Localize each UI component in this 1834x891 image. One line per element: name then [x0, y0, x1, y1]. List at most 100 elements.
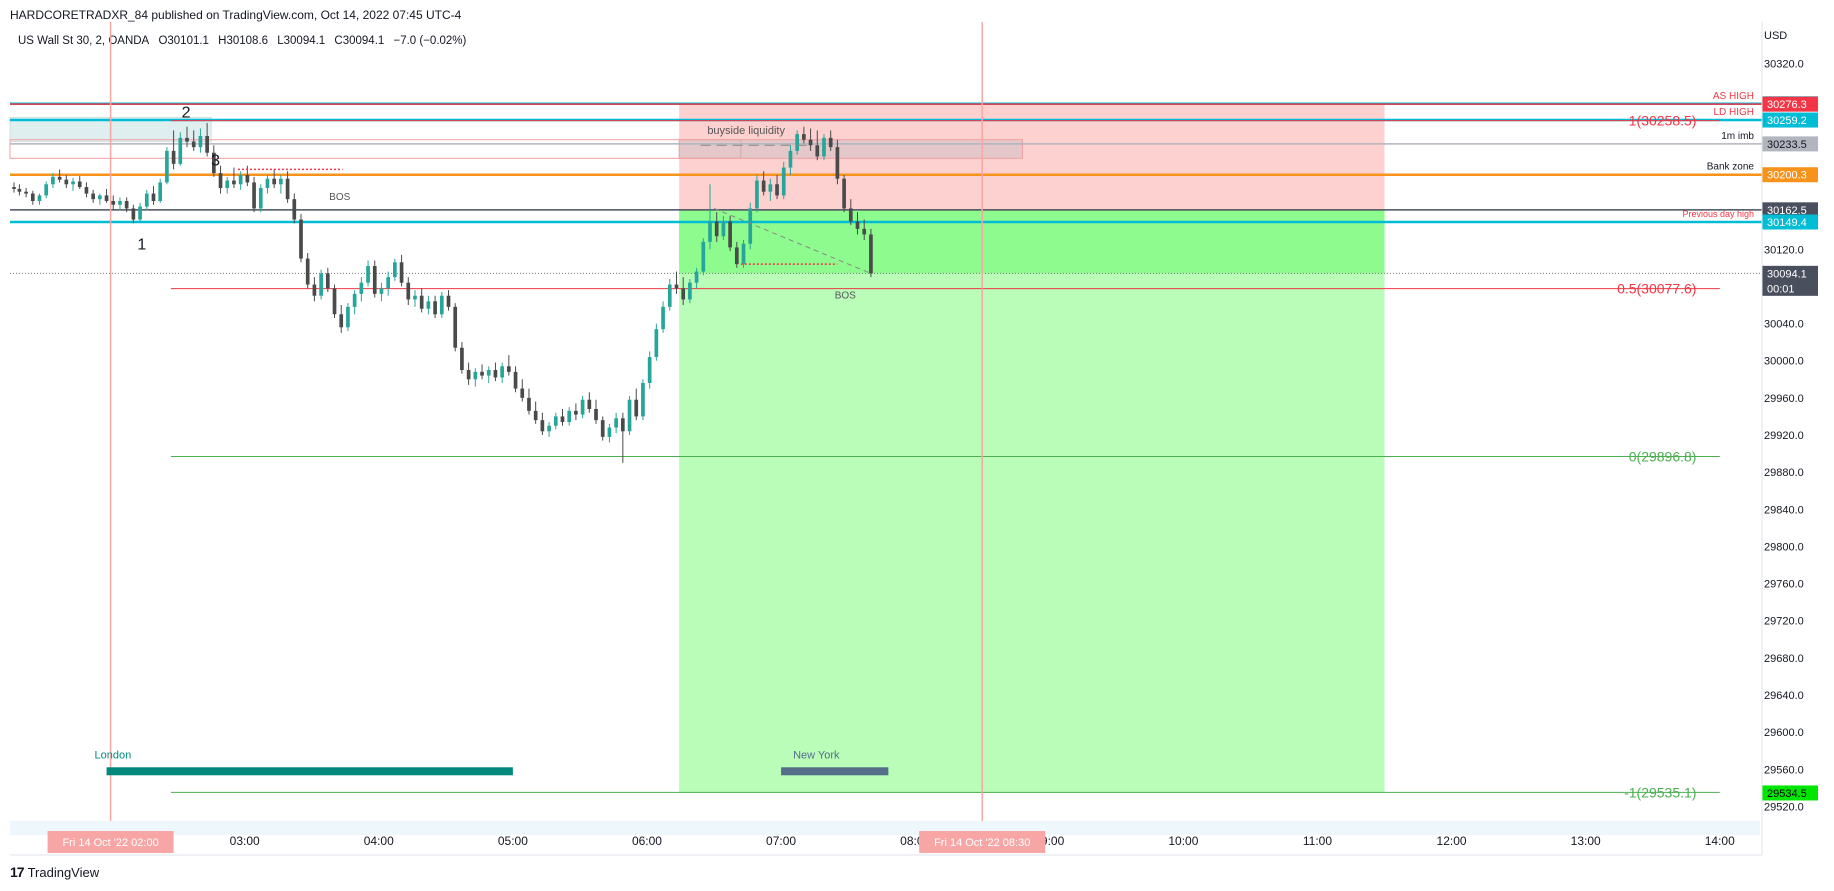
candle-body	[138, 206, 142, 220]
candle-body	[748, 208, 753, 244]
candle-body	[540, 420, 545, 432]
candle-body	[734, 247, 739, 265]
candle-body	[688, 282, 692, 300]
candle-body	[567, 410, 572, 422]
candle-body	[647, 357, 652, 383]
target-zone	[679, 209, 1385, 793]
candle-body	[218, 173, 223, 188]
candle-body	[232, 180, 236, 185]
candle-body	[614, 418, 618, 428]
tradingview-logo-icon: 17	[10, 864, 25, 880]
x-tick-label: 13:00	[1571, 834, 1601, 848]
x-tick-label: 12:00	[1437, 834, 1467, 848]
candle-body	[822, 137, 826, 157]
y-tick-label: 29920.0	[1764, 430, 1804, 442]
y-tick-label: 29720.0	[1764, 616, 1804, 628]
candle-body	[17, 188, 22, 192]
candle-body	[51, 176, 55, 185]
candle-body	[453, 306, 458, 348]
x-tick-label: 05:00	[498, 834, 528, 848]
candle-body	[12, 187, 16, 189]
candle-body	[486, 370, 491, 376]
level-label: LD HIGH	[1713, 107, 1754, 118]
candle-body	[205, 136, 209, 153]
candle-body	[460, 347, 464, 370]
publisher-header: HARDCORETRADXR_84 published on TradingVi…	[10, 8, 462, 22]
candle-body	[513, 371, 518, 389]
y-axis-unit: USD	[1764, 30, 1787, 42]
y-tick-label: 29560.0	[1764, 764, 1804, 776]
candle-body	[57, 176, 62, 180]
candle-body	[728, 221, 732, 248]
session-label: New York	[793, 749, 840, 761]
price-tag-label: 30259.2	[1767, 115, 1807, 127]
y-tick-label: 29600.0	[1764, 727, 1804, 739]
candle-body	[862, 228, 867, 235]
stop-zone	[679, 103, 1385, 210]
candle-body	[667, 284, 672, 307]
candle-body	[574, 410, 578, 415]
candle-body	[245, 175, 250, 183]
fib-label: 1(30258.5)	[1629, 113, 1697, 129]
candle-body	[198, 136, 203, 148]
candle-body	[842, 178, 846, 209]
candle-body	[500, 366, 504, 378]
bos-label: BOS	[835, 290, 856, 301]
candle-body	[305, 258, 310, 285]
candle-body	[393, 262, 397, 278]
y-tick-label: 30320.0	[1764, 59, 1804, 71]
candle-body	[84, 187, 89, 194]
level-label: Bank zone	[1707, 162, 1755, 173]
candle-body	[694, 271, 699, 283]
y-tick-label: 29840.0	[1764, 504, 1804, 516]
ohlc-low: L30094.1	[277, 35, 326, 47]
candle-body	[44, 184, 49, 196]
candle-body	[533, 410, 538, 421]
candle-body	[319, 273, 323, 296]
level-label: AS HIGH	[1713, 91, 1754, 102]
candle-body	[312, 284, 317, 296]
tradingview-brand[interactable]: TradingView	[27, 864, 100, 880]
candle-body	[802, 134, 806, 140]
candle-body	[399, 262, 404, 283]
y-tick-label: 29680.0	[1764, 653, 1804, 665]
candle-body	[111, 201, 116, 205]
level-label: Previous day high	[1682, 209, 1754, 219]
candle-body	[185, 137, 189, 142]
candle-body	[171, 150, 176, 164]
y-tick-label: 30040.0	[1764, 319, 1804, 331]
y-tick-label: 29520.0	[1764, 801, 1804, 813]
x-tick-label: 10:00	[1168, 834, 1198, 848]
candle-body	[352, 293, 357, 307]
symbol-name[interactable]: US Wall St 30, 2, OANDA	[18, 35, 150, 47]
candle-body	[835, 147, 840, 179]
candle-body	[426, 301, 431, 309]
candle-body	[828, 137, 833, 148]
candle-body	[118, 201, 122, 205]
level-label: 1m imb	[1721, 131, 1754, 142]
x-tick-label: 06:00	[632, 834, 662, 848]
candle-body	[775, 184, 779, 196]
candle-body	[292, 199, 297, 220]
candle-body	[446, 295, 451, 307]
candle-body	[708, 221, 712, 242]
x-tick-label: 14:00	[1705, 834, 1735, 848]
x-tick-label: 11:00	[1303, 834, 1332, 848]
x-tick-label: 04:00	[364, 834, 394, 848]
candle-body	[808, 139, 813, 146]
candle-body	[527, 397, 531, 411]
candle-body	[406, 282, 411, 300]
x-tick-label: 03:00	[230, 834, 260, 848]
candle-body	[151, 193, 156, 201]
price-change: −7.0 (−0.02%)	[393, 35, 467, 47]
price-tag	[1762, 202, 1818, 218]
candle-body	[634, 399, 639, 417]
bos-label: BOS	[329, 192, 350, 203]
candle-body	[848, 208, 853, 222]
time-marker-tag	[919, 831, 1046, 853]
candle-body	[238, 175, 243, 185]
price-tag	[1762, 96, 1818, 112]
candle-body	[654, 329, 659, 357]
candle-body	[788, 150, 793, 168]
